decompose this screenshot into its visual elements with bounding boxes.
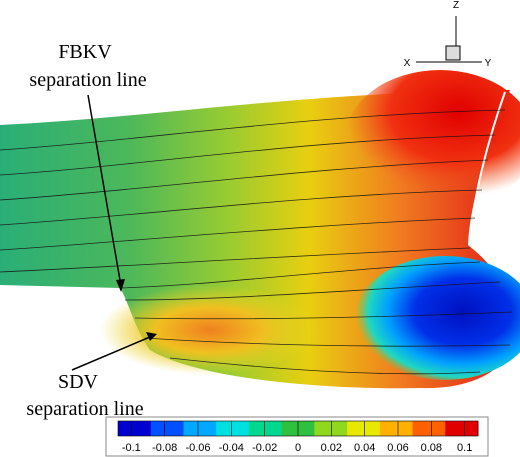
high-region xyxy=(345,70,520,210)
colorbar-tick-label: -0.08 xyxy=(152,442,177,454)
colorbar-band xyxy=(183,421,217,436)
colorbar-band xyxy=(216,421,250,436)
annotation-text: separation line xyxy=(29,69,146,91)
streamline xyxy=(0,217,476,251)
colorbar-band xyxy=(445,421,479,436)
colorbar-band xyxy=(379,421,414,436)
mid-region xyxy=(100,285,320,375)
colorbar-band xyxy=(150,421,184,436)
colorbar-band xyxy=(118,421,152,436)
streamlines xyxy=(0,109,513,375)
streamline xyxy=(0,189,483,226)
colorbar-tick-label: 0.04 xyxy=(354,442,375,454)
streamline xyxy=(0,134,496,176)
colorbar-tick-label: -0.1 xyxy=(122,442,141,454)
colorbar: -0.1 -0.08 -0.06 -0.04 -0.02 0 0.02 0.04 0.06 0.0… xyxy=(105,416,489,457)
streamline xyxy=(169,357,481,375)
axis-label: Z xyxy=(453,0,459,11)
annotation-arrow xyxy=(71,336,151,371)
arrow-head xyxy=(116,279,125,292)
colorbar-band xyxy=(412,421,446,436)
streamline xyxy=(144,337,511,347)
stem-edge xyxy=(469,91,506,246)
streamline xyxy=(0,109,506,151)
hull xyxy=(0,70,520,389)
colorbar-tick-label: 0.08 xyxy=(421,442,442,454)
triad-box xyxy=(445,45,461,61)
annotation-text: separation line xyxy=(26,398,143,420)
axes-triad: Z X Y xyxy=(404,0,492,69)
colorbar-band xyxy=(248,421,283,436)
streamline xyxy=(124,281,501,301)
streamline xyxy=(0,247,471,273)
colorbar-tick-label: -0.06 xyxy=(185,442,210,454)
annotation-arrow xyxy=(87,94,122,287)
low-region xyxy=(355,256,520,380)
colorbar-tick-label: -0.04 xyxy=(219,442,244,454)
streamline xyxy=(134,311,513,320)
annotation-name: FBKV xyxy=(58,41,112,63)
annotation-name: SDV xyxy=(58,371,99,393)
colorbar-tick-label: 0.06 xyxy=(387,442,408,454)
axis-label: X xyxy=(404,58,411,69)
colorbar-tick-label: 0 xyxy=(295,442,301,454)
streamline xyxy=(119,261,481,289)
colorbar-band xyxy=(347,421,381,436)
arrow-head xyxy=(146,332,157,341)
colorbar-band xyxy=(314,421,348,436)
annotations: FBKV separation line SDV separation line xyxy=(26,41,157,420)
streamline xyxy=(0,159,489,201)
colorbar-tick-label: -0.02 xyxy=(252,442,277,454)
colorbar-tick-label: 0.02 xyxy=(321,442,342,454)
axis-label: Y xyxy=(485,58,492,69)
colorbar-tick-label: 0.1 xyxy=(457,442,472,454)
